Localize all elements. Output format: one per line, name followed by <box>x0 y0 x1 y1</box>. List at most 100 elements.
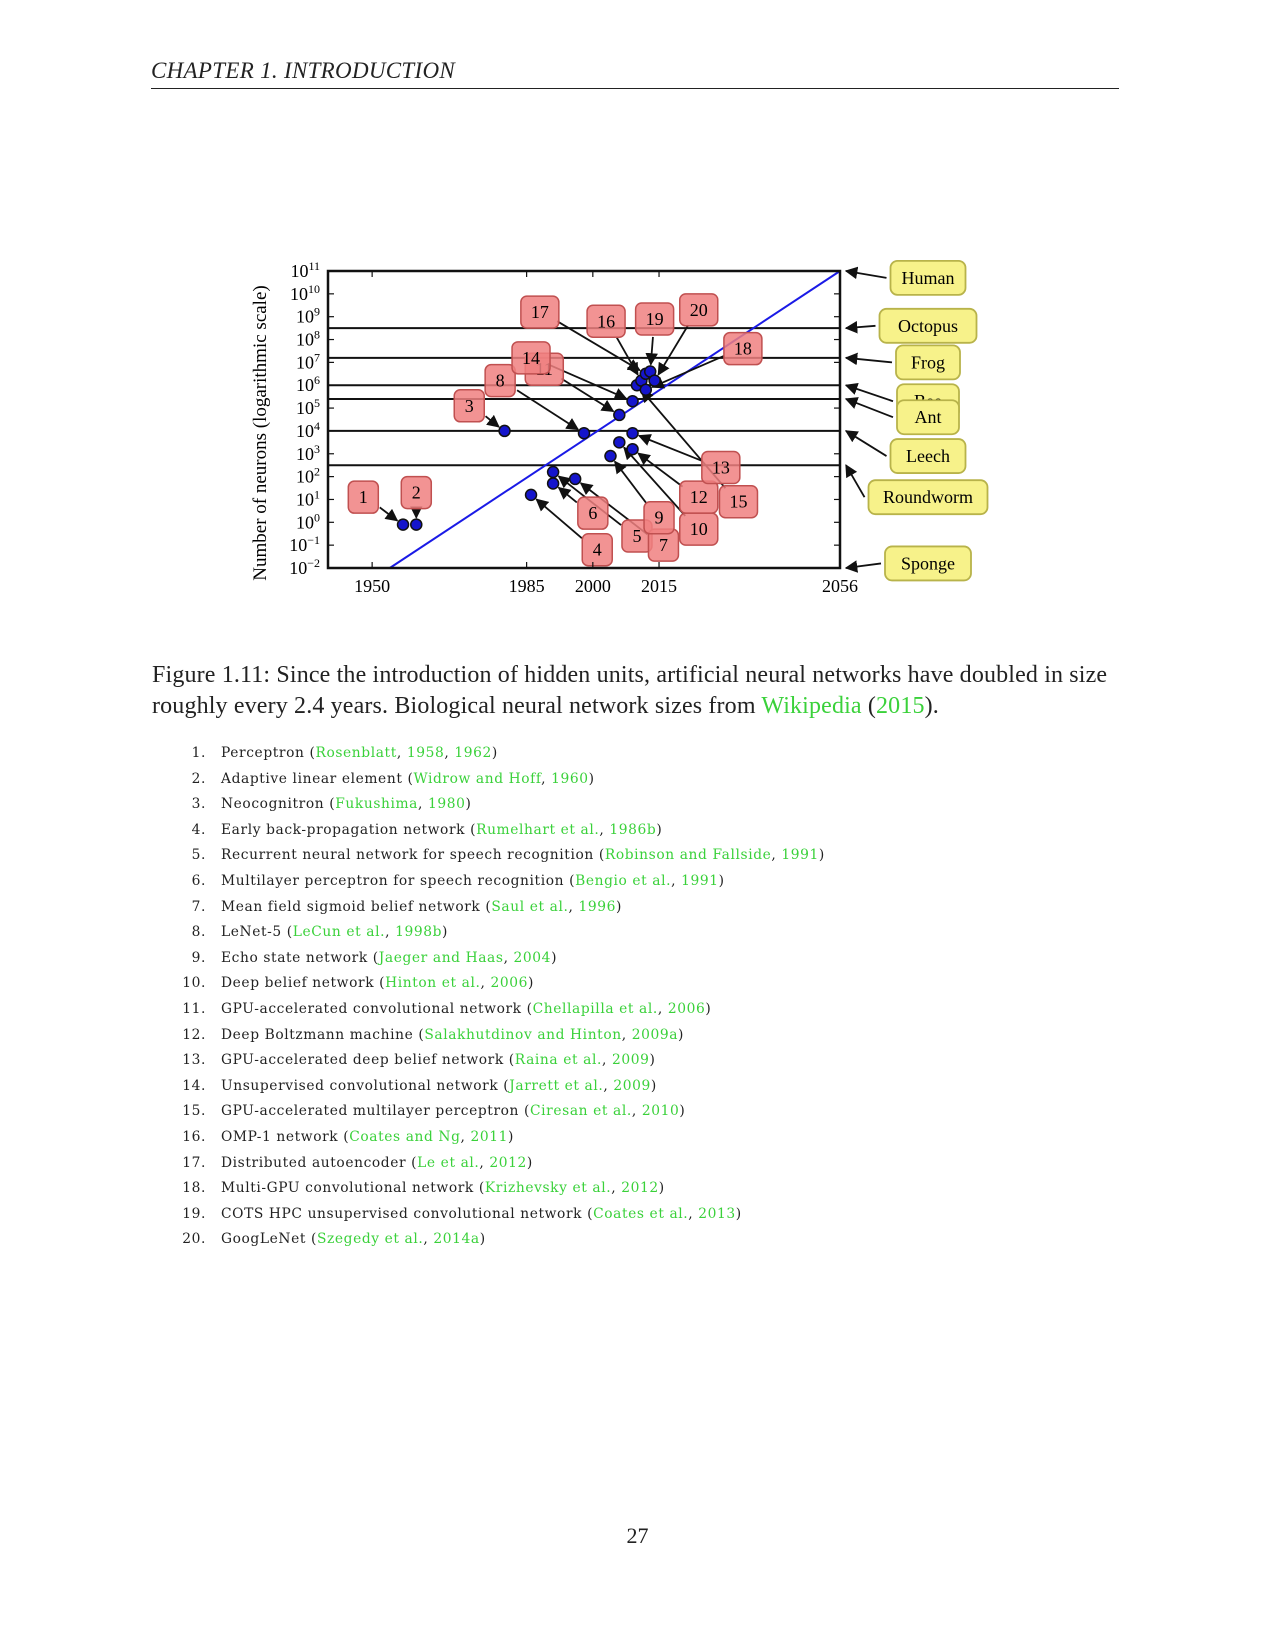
reference-citation-link[interactable]: Le et al. <box>417 1154 480 1171</box>
reference-citation-link[interactable]: Bengio et al. <box>575 873 672 889</box>
network-label-box-20 <box>679 293 719 327</box>
caption-citation-name[interactable]: Wikipedia <box>761 693 862 719</box>
network-label-13: 13 <box>712 457 730 477</box>
reference-close-paren: ) <box>705 1001 712 1017</box>
reference-citation-link[interactable]: LeCun et al. <box>292 924 386 941</box>
reference-citation-link[interactable]: 2009a <box>631 1026 679 1043</box>
reference-citation-link[interactable]: 1962 <box>454 745 492 761</box>
reference-citation-link[interactable]: 2011 <box>470 1129 509 1145</box>
network-label-box-19 <box>634 302 675 336</box>
y-tick-label: 10−2 <box>289 556 320 578</box>
reference-citation-link[interactable]: Rosenblatt <box>315 745 397 761</box>
reference-number: 15. <box>182 1103 206 1120</box>
reference-citation-link[interactable]: Chellapilla et al. <box>532 1001 658 1017</box>
reference-citation-link[interactable]: 2006 <box>490 975 528 992</box>
reference-citation-link[interactable]: 2009 <box>611 1052 650 1069</box>
reference-citation-link[interactable]: Jarrett et al. <box>509 1077 604 1094</box>
network-label-20: 20 <box>690 300 708 320</box>
reference-citation-link[interactable]: 2006 <box>667 1001 706 1017</box>
reference-citation-link[interactable]: 2010 <box>641 1103 680 1120</box>
reference-citation-link[interactable]: Robinson and Fallside <box>604 847 772 864</box>
reference-citation-link[interactable]: Jaeger and Haas <box>378 949 504 966</box>
reference-citation-link[interactable]: 1998b <box>395 924 443 941</box>
reference-citation-link[interactable]: 1986b <box>609 821 657 838</box>
organism-arrow <box>844 382 894 403</box>
network-label-box-1 <box>347 480 380 514</box>
reference-citation-link[interactable]: 2013 <box>698 1205 736 1222</box>
reference-citation-link[interactable]: Coates et al. <box>593 1205 689 1222</box>
reference-separator: , <box>631 1103 642 1120</box>
organism-label: Human <box>902 268 955 288</box>
reference-close-paren: ) <box>588 770 595 787</box>
reference-citation-link[interactable]: Ciresan et al. <box>530 1103 632 1120</box>
network-label-8: 8 <box>496 371 505 391</box>
caption-citation-year[interactable]: 2015 <box>876 693 925 719</box>
reference-citation-link[interactable]: Hinton et al. <box>385 975 481 992</box>
network-label-6: 6 <box>588 503 597 523</box>
page-number: 27 <box>626 1523 649 1548</box>
network-arrow-6 <box>557 486 578 504</box>
reference-number: 13. <box>182 1052 206 1069</box>
network-arrow-19 <box>645 336 658 366</box>
network-point-14 <box>626 394 639 408</box>
reference-separator: , <box>601 1052 612 1069</box>
reference-separator: , <box>568 898 579 915</box>
reference-citation-link[interactable]: Raina et al. <box>514 1052 602 1069</box>
network-arrow-12 <box>637 452 684 488</box>
reference-citation-link[interactable]: Rumelhart et al. <box>476 821 600 838</box>
network-arrow-4 <box>535 498 583 539</box>
reference-text: Multilayer perceptron for speech recogni… <box>221 873 725 889</box>
network-label-4: 4 <box>593 540 602 560</box>
reference-citation-link[interactable]: 1991 <box>681 873 719 889</box>
x-tick-label: 2000 <box>575 576 611 596</box>
reference-number: 4. <box>191 821 206 838</box>
y-axis-label: Number of neurons (logarithmic scale) <box>250 285 271 580</box>
reference-citation-link[interactable]: Salakhutdinov and Hinton <box>424 1026 622 1043</box>
network-arrow-8 <box>516 389 580 431</box>
reference-citation-link[interactable]: 2012 <box>621 1180 659 1197</box>
reference-number: 16. <box>182 1129 206 1145</box>
reference-citation-link[interactable]: 1958 <box>406 745 445 761</box>
reference-citation-link[interactable]: Widrow and Hoff <box>413 770 542 787</box>
y-tick-label: 10−1 <box>289 533 320 555</box>
y-tick-label: 107 <box>296 350 320 372</box>
network-label-box-9 <box>643 500 675 535</box>
network-label-box-12 <box>679 480 719 514</box>
reference-citation-link[interactable]: Saul et al. <box>491 898 569 915</box>
reference-close-paren: ) <box>465 796 472 813</box>
reference-citation-link[interactable]: 1980 <box>428 796 466 813</box>
reference-citation-link[interactable]: Szegedy et al. <box>316 1231 424 1248</box>
organism-label-box <box>878 307 978 344</box>
reference-citation-link[interactable]: 1960 <box>551 770 589 787</box>
network-point-18 <box>639 383 653 397</box>
reference-citation-link[interactable]: Krizhevsky et al. <box>484 1180 612 1197</box>
network-label-7: 7 <box>659 535 668 555</box>
network-label-12: 12 <box>690 487 708 507</box>
reference-text: Early back-propagation network (Rumelhar… <box>221 822 662 838</box>
network-label-box-3 <box>453 389 485 423</box>
organism-arrow <box>844 430 887 457</box>
reference-name: Multi-GPU convolutional network ( <box>221 1180 485 1197</box>
reference-number: 8. <box>191 924 206 941</box>
reference-number: 2. <box>191 770 206 787</box>
reference-citation-link[interactable]: Fukushima <box>335 796 419 813</box>
network-arrow-13 <box>637 434 703 462</box>
reference-citation-link[interactable]: 2009 <box>613 1077 651 1094</box>
reference-citation-link[interactable]: 2014a <box>433 1231 480 1248</box>
reference-citation-link[interactable]: 2012 <box>489 1154 527 1171</box>
network-point-3 <box>498 424 511 438</box>
y-tick-label: 108 <box>296 328 320 350</box>
reference-separator: , <box>479 1154 490 1171</box>
reference-citation-link[interactable]: 1996 <box>578 898 616 915</box>
reference-text: Unsupervised convolutional network (Jarr… <box>221 1078 657 1094</box>
network-label-1: 1 <box>359 487 368 507</box>
reference-citation-link[interactable]: 2004 <box>513 949 552 966</box>
reference-number: 9. <box>191 949 206 966</box>
organism-label-box <box>889 438 967 474</box>
network-label-14: 14 <box>522 348 540 368</box>
network-point-2 <box>410 518 423 531</box>
network-point-12 <box>626 442 639 456</box>
y-tick-label: 109 <box>296 305 320 327</box>
reference-citation-link[interactable]: 1991 <box>781 847 819 864</box>
reference-citation-link[interactable]: Coates and Ng <box>349 1129 461 1145</box>
